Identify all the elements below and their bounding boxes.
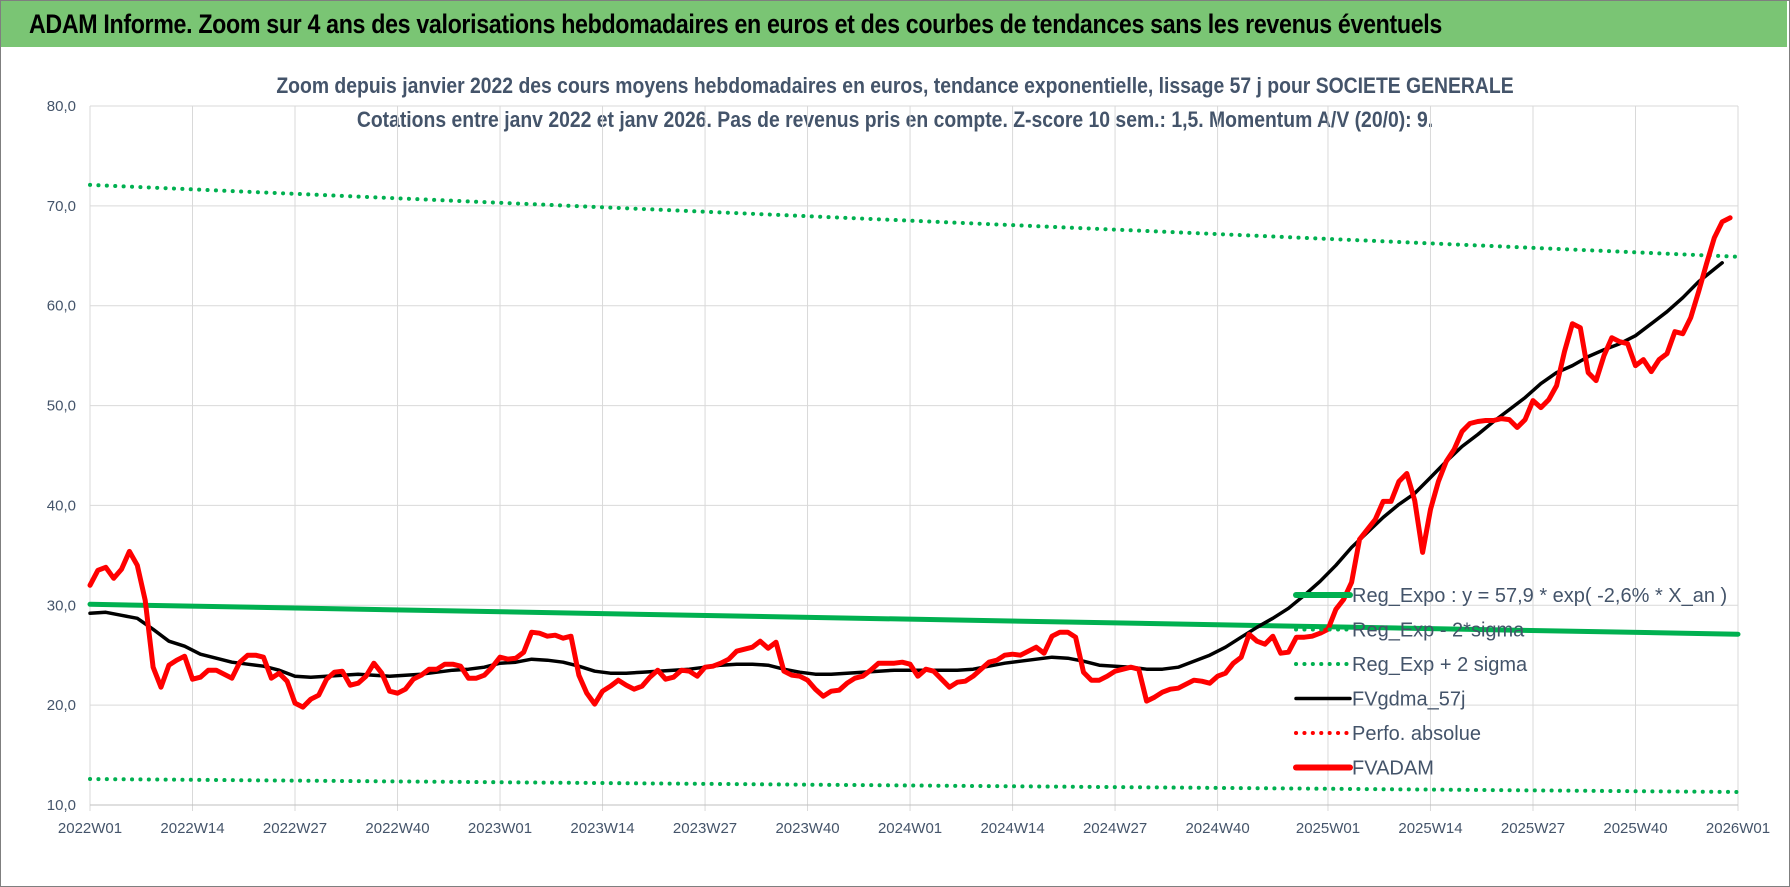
legend-label: Reg_Exp - 2*sigma — [1352, 620, 1525, 642]
x-tick-label: 2024W40 — [1185, 820, 1249, 837]
x-tick-label: 2022W14 — [160, 820, 224, 837]
x-tick-label: 2023W01 — [468, 820, 532, 837]
series-line — [88, 182, 1740, 259]
y-tick-label: 20,0 — [47, 697, 76, 714]
y-tick-label: 70,0 — [47, 198, 76, 215]
x-tick-label: 2023W27 — [673, 820, 737, 837]
legend-label: FVADAM — [1352, 758, 1434, 780]
y-tick-label: 40,0 — [47, 497, 76, 514]
series-line — [87, 215, 1733, 710]
legend: Reg_Expo : y = 57,9 * exp( -2,6% * X_an … — [1293, 585, 1727, 780]
series-line — [87, 601, 1741, 637]
y-tick-label: 50,0 — [47, 398, 76, 415]
banner-title: ADAM Informe. Zoom sur 4 ans des valoris… — [29, 9, 1442, 39]
chart-title: Zoom depuis janvier 2022 des cours moyen… — [276, 73, 1514, 98]
series-line — [88, 261, 1724, 679]
series-lines — [87, 182, 1741, 794]
legend-label: Perfo. absolue — [1352, 723, 1481, 745]
legend-label: FVgdma_57j — [1352, 689, 1465, 711]
grid — [89, 105, 1739, 806]
legend-label: Reg_Exp + 2 sigma — [1352, 654, 1528, 676]
report-banner: ADAM Informe. Zoom sur 4 ans des valoris… — [1, 1, 1787, 47]
x-tick-label: 2025W40 — [1603, 820, 1667, 837]
x-tick-label: 2024W14 — [980, 820, 1044, 837]
x-tick-label: 2025W14 — [1398, 820, 1462, 837]
x-tick-label: 2022W27 — [263, 820, 327, 837]
y-tick-label: 80,0 — [47, 98, 76, 115]
legend-label: Reg_Expo : y = 57,9 * exp( -2,6% * X_an … — [1352, 585, 1727, 607]
y-tick-label: 30,0 — [47, 597, 76, 614]
x-tick-label: 2025W27 — [1501, 820, 1565, 837]
x-tick-label: 2023W14 — [570, 820, 634, 837]
x-tick-label: 2023W40 — [775, 820, 839, 837]
series-line — [88, 777, 1740, 794]
x-tick-label: 2025W01 — [1296, 820, 1360, 837]
x-tick-label: 2024W01 — [878, 820, 942, 837]
x-tick-label: 2024W27 — [1083, 820, 1147, 837]
y-tick-label: 60,0 — [47, 298, 76, 315]
x-tick-label: 2022W01 — [58, 820, 122, 837]
x-tick-label: 2026W01 — [1706, 820, 1770, 837]
x-tick-label: 2022W40 — [365, 820, 429, 837]
axes: 10,0 20,0 30,0 40,0 50,0 60,0 70,0 80,0 2022W01 2… — [47, 98, 1770, 837]
y-tick-label: 10,0 — [47, 797, 76, 814]
chart-subtitle: Cotations entre janv 2022 et janv 2026. … — [356, 107, 1434, 132]
